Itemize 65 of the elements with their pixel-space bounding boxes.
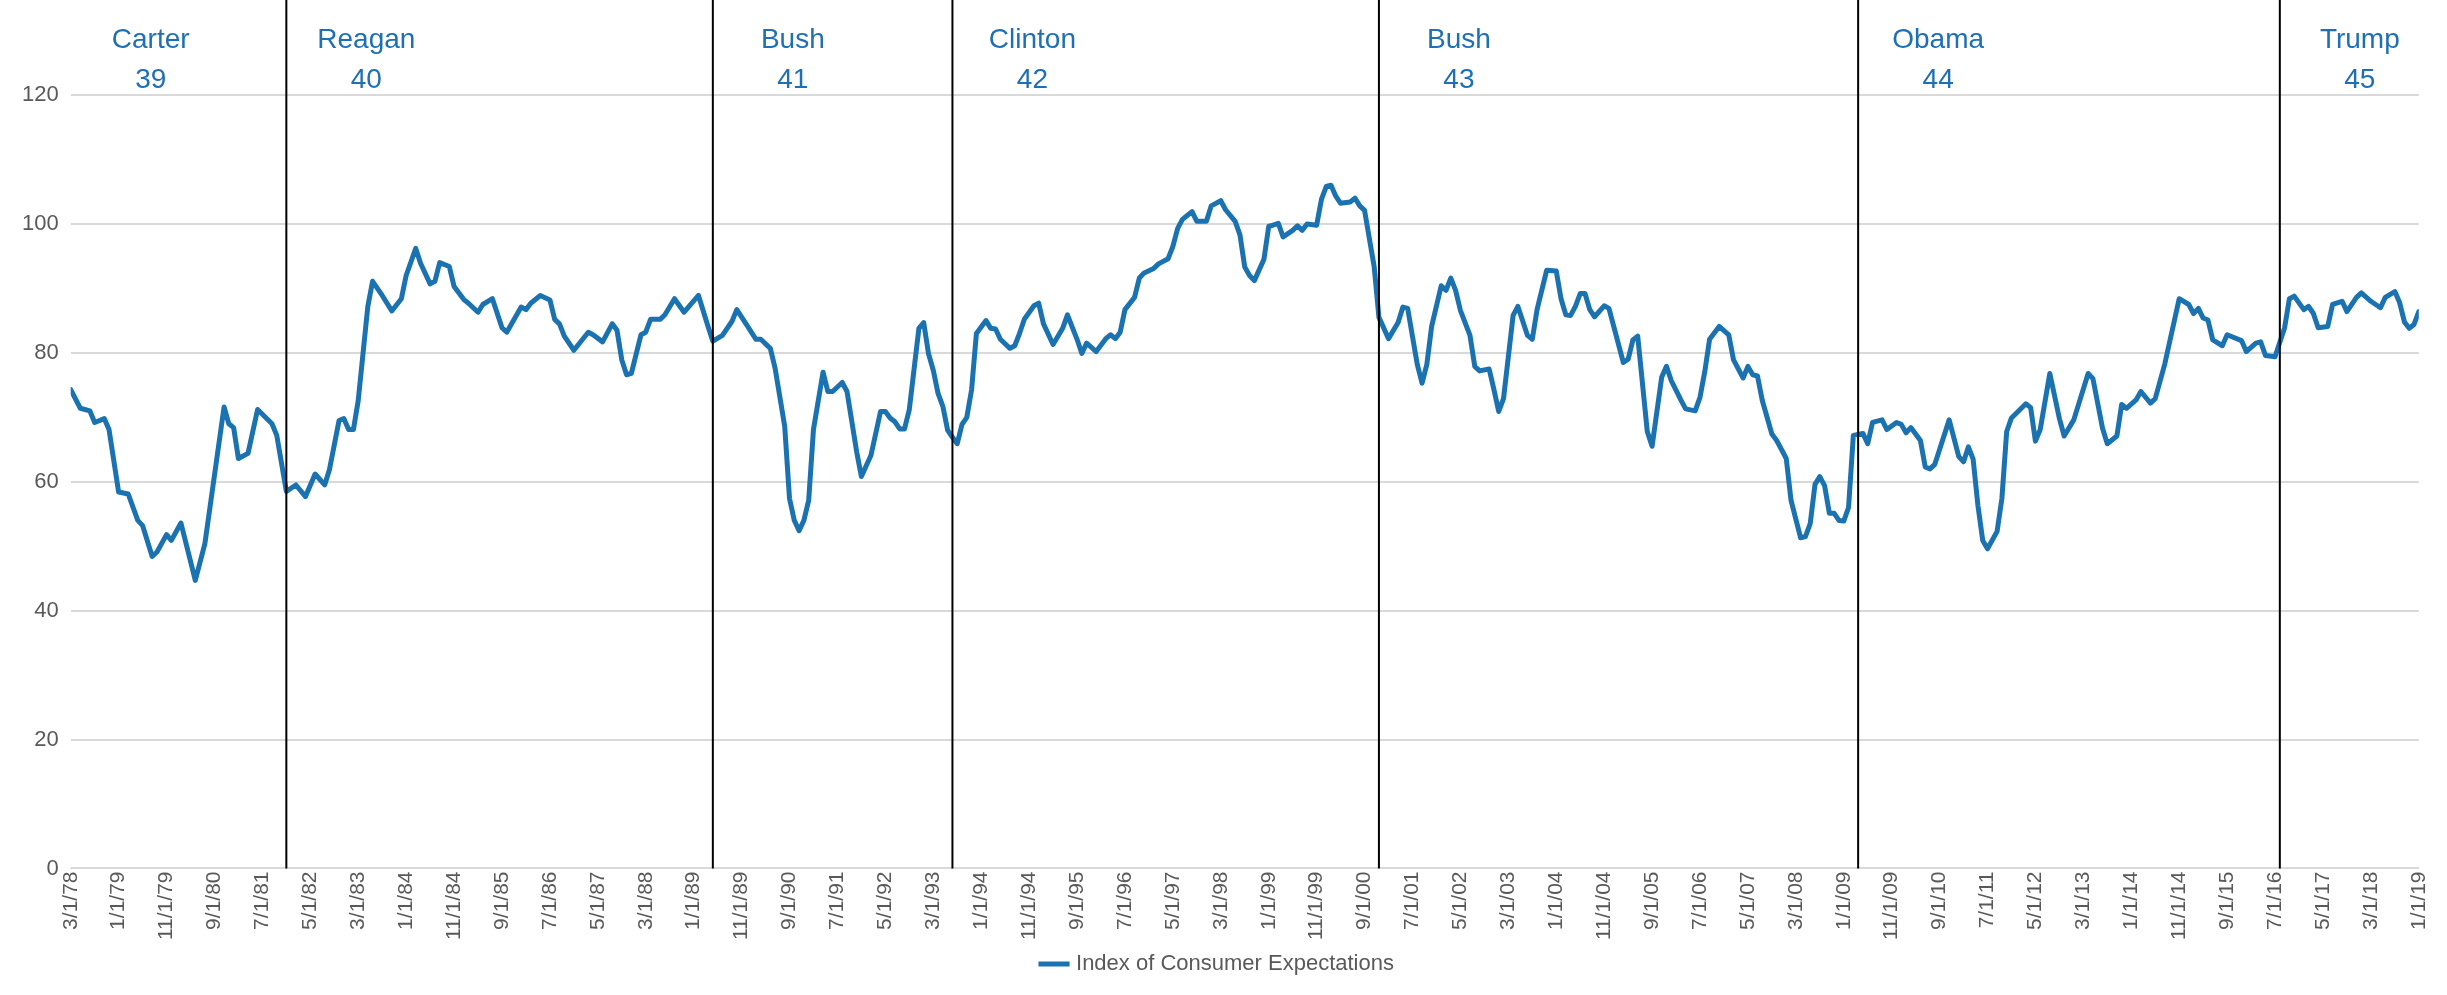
- y-tick-label: 40: [34, 596, 59, 622]
- x-tick-label: 7/1/06: [1686, 871, 1710, 930]
- y-tick-label: 100: [21, 209, 59, 235]
- text: Carter 39: [111, 22, 190, 94]
- x-tick-label: 5/1/02: [1447, 871, 1471, 930]
- x-tick-label: 9/1/95: [1063, 871, 1087, 930]
- x-tick-label: 7/1/81: [249, 871, 273, 930]
- x-tick-label: 1/1/79: [105, 871, 129, 930]
- x-tick-label: 9/1/15: [2213, 871, 2237, 930]
- x-tick-label: 9/1/00: [1351, 871, 1375, 930]
- x-tick-label: 1/1/99: [1255, 871, 1279, 930]
- x-tick-label: 9/1/85: [488, 871, 512, 930]
- x-tick-label: 3/1/18: [2357, 871, 2381, 930]
- x-tick-label: 1/1/09: [1830, 871, 1854, 930]
- x-tick-label: 5/1/87: [584, 871, 608, 930]
- text: Obama 44: [1892, 22, 1985, 94]
- text: Trump 45: [2319, 22, 2400, 94]
- text: Clinton 42: [988, 22, 1077, 94]
- x-tick-label: 3/1/03: [1495, 871, 1519, 930]
- text: Reagan 40: [317, 22, 416, 94]
- x-tick-label: 11/1/14: [2166, 871, 2189, 941]
- x-tick-label: 7/1/01: [1399, 871, 1423, 930]
- x-tick-label: 9/1/10: [1926, 871, 1950, 930]
- x-tick-label: 11/1/99: [1303, 871, 1327, 941]
- x-tick-label: 1/1/94: [967, 871, 991, 930]
- x-tick-label: 5/1/12: [2022, 871, 2046, 930]
- x-tick-label: 11/1/94: [1015, 871, 1039, 941]
- legend-label: Index of Consumer Expectations: [1076, 950, 1394, 976]
- x-tick-label: 3/1/13: [2070, 871, 2094, 930]
- y-tick-label: 60: [34, 467, 59, 493]
- x-tick-label: 9/1/90: [776, 871, 800, 930]
- x-tick-label: 7/1/96: [1111, 871, 1135, 930]
- y-tick-label: 80: [34, 338, 59, 364]
- x-tick-label: 7/1/86: [536, 871, 560, 930]
- x-tick-label: 3/1/08: [1782, 871, 1806, 930]
- x-tick-label: 1/1/84: [392, 871, 416, 930]
- y-tick-label: 0: [46, 854, 59, 880]
- x-tick-label: 3/1/83: [345, 871, 369, 930]
- x-tick-label: 3/1/93: [920, 871, 944, 930]
- x-tick-label: 11/1/84: [440, 871, 464, 941]
- x-tick-label: 1/1/19: [2405, 871, 2429, 930]
- x-tick-label: 1/1/14: [2118, 871, 2142, 930]
- y-tick-label: 20: [34, 725, 59, 751]
- x-tick-label: 11/1/09: [1878, 871, 1902, 941]
- x-tick-label: 3/1/88: [632, 871, 656, 930]
- x-tick-label: 1/1/04: [1543, 871, 1567, 930]
- x-tick-label: 11/1/89: [728, 871, 752, 941]
- x-tick-label: 3/1/78: [57, 871, 81, 930]
- x-tick-label: 11/1/79: [153, 871, 177, 941]
- text: Bush 43: [1427, 22, 1491, 94]
- x-tick-label: 1/1/89: [680, 871, 704, 930]
- x-tick-label: 5/1/82: [297, 871, 321, 930]
- x-tick-label: 9/1/05: [1638, 871, 1662, 930]
- x-tick-label: 7/1/91: [824, 871, 848, 930]
- x-tick-label: 3/1/98: [1207, 871, 1231, 930]
- x-tick-label: 9/1/80: [201, 871, 225, 930]
- x-tick-label: 5/1/92: [872, 871, 896, 930]
- x-tick-label: 5/1/17: [2309, 871, 2333, 930]
- x-tick-label: 7/1/11: [1974, 871, 1998, 929]
- x-tick-label: 7/1/16: [2261, 871, 2285, 930]
- x-tick-label: 5/1/07: [1734, 871, 1758, 930]
- text: Bush 41: [760, 22, 825, 94]
- x-tick-label: 5/1/97: [1159, 871, 1183, 930]
- y-tick-label: 120: [21, 81, 59, 107]
- x-tick-label: 11/1/04: [1590, 871, 1614, 941]
